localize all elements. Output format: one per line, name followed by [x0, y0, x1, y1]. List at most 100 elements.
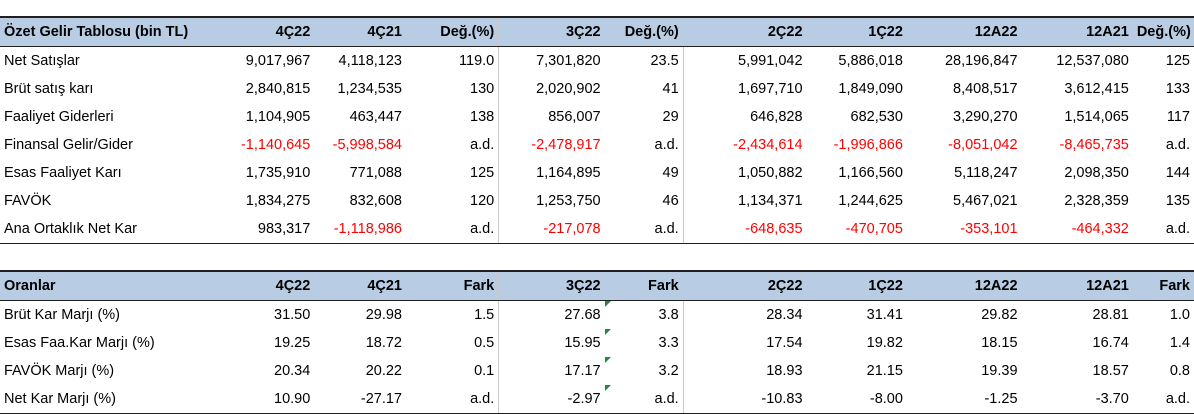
table-cell: -5,998,584 [332, 137, 402, 153]
summary-income-table: Özet Gelir Tablosu (bin TL) 4Ç22 4Ç21 De… [0, 16, 1194, 244]
column-header: 3Ç22 [498, 16, 605, 47]
column-header: Değ.(%) [405, 16, 500, 47]
row-label: Finansal Gelir/Gider [4, 137, 133, 153]
table-cell: 41 [604, 75, 684, 103]
table-row: Brüt satış karı 2,840,815 1,234,535 130 … [0, 75, 1194, 103]
table-cell: -353,101 [906, 215, 1022, 244]
column-header: Değ.(%) [604, 16, 684, 47]
row-label: Brüt Kar Marjı (%) [4, 307, 121, 323]
table-cell: 23.5 [604, 46, 684, 75]
table-cell: 18.57 [1092, 363, 1129, 379]
row-label: Brüt satış karı [4, 81, 94, 97]
table-cell: -217,078 [498, 215, 605, 244]
table-cell: 28.34 [766, 307, 803, 323]
table-cell: 1,164,895 [536, 165, 601, 181]
column-header: 1Ç22 [806, 270, 907, 301]
ratios-table: Oranlar 4Ç22 4Ç21 Fark 3Ç22 Fark 2Ç22 1Ç… [0, 270, 1194, 414]
table-cell: a.d. [604, 215, 684, 244]
table-cell: -2.97 [498, 385, 605, 414]
table-cell: 3.2 [604, 357, 684, 385]
table-cell: -648,635 [683, 215, 807, 244]
table-cell: 646,828 [750, 109, 803, 125]
table-cell: 144 [1165, 165, 1190, 181]
row-label: FAVÖK [4, 193, 52, 209]
table-header-row: Oranlar 4Ç22 4Ç21 Fark 3Ç22 Fark 2Ç22 1Ç… [0, 270, 1194, 301]
table-row: Esas Faa.Kar Marjı (%) 19.25 18.72 0.5 1… [0, 329, 1194, 357]
table-cell: 2,840,815 [245, 81, 311, 97]
table-cell: 27.68 [564, 307, 601, 323]
table-cell: -1,118,986 [314, 215, 406, 244]
column-header: Fark [405, 270, 500, 301]
table-cell: 2,328,359 [1064, 193, 1129, 209]
table-cell: 125 [1165, 53, 1190, 69]
table-cell: 2,020,902 [536, 81, 601, 97]
table-cell: 983,317 [207, 215, 315, 244]
column-header: 12A22 [906, 16, 1022, 47]
table-cell: 832,608 [349, 193, 402, 209]
column-header: 3Ç22 [498, 270, 605, 301]
table-cell: 15.95 [564, 335, 601, 351]
table-cell: -470,705 [806, 215, 907, 244]
table-cell: 1,514,065 [1064, 109, 1129, 125]
table-cell: 5,886,018 [838, 53, 903, 69]
table-cell: 771,088 [349, 165, 402, 181]
column-header: Fark [1132, 270, 1194, 301]
table-cell: 3,612,415 [1064, 81, 1129, 97]
table-cell: -1,996,866 [833, 137, 903, 153]
table-cell: 16.74 [1092, 335, 1129, 351]
table-row: Faaliyet Giderleri 1,104,905 463,447 138… [0, 103, 1194, 131]
table-cell: 3.3 [604, 329, 684, 357]
column-header: Değ.(%) [1132, 16, 1194, 47]
table-cell: 49 [604, 159, 684, 187]
table-cell: 17.54 [766, 335, 803, 351]
table-cell: 19.39 [981, 363, 1018, 379]
table-cell: 0.1 [405, 357, 500, 385]
table-cell: 1,134,371 [738, 193, 803, 209]
table-cell: 18.15 [981, 335, 1018, 351]
table-cell: -1,140,645 [240, 137, 311, 153]
table-row: FAVÖK Marjı (%) 20.34 20.22 0.1 17.17 3.… [0, 357, 1194, 385]
table-cell: 46 [604, 187, 684, 215]
table-row: Esas Faaliyet Karı 1,735,910 771,088 125… [0, 159, 1194, 187]
table-cell: 29.98 [365, 307, 402, 323]
table-cell: 18.93 [766, 363, 803, 379]
table-cell: -1.25 [906, 385, 1022, 414]
table-cell: a.d. [405, 131, 500, 159]
table-cell: 20.34 [274, 363, 311, 379]
table-cell: 10.90 [207, 385, 315, 414]
table-cell: 1,834,275 [245, 193, 311, 209]
table-cell: 29.82 [981, 307, 1018, 323]
table-cell: 3.8 [604, 300, 684, 329]
column-header: Özet Gelir Tablosu (bin TL) [0, 16, 208, 47]
table-cell: 125 [405, 159, 500, 187]
table-cell: -8,051,042 [948, 137, 1018, 153]
column-header: 4Ç21 [314, 270, 406, 301]
table-cell: 1,735,910 [245, 165, 311, 181]
table-cell: 130 [405, 75, 500, 103]
table-cell: 18.72 [365, 335, 402, 351]
column-header: 12A21 [1021, 270, 1133, 301]
table-cell: -3.70 [1021, 385, 1133, 414]
table-cell: 12,537,080 [1056, 53, 1129, 69]
table-cell: 29 [604, 103, 684, 131]
table-cell: 5,991,042 [738, 53, 803, 69]
column-header: Fark [604, 270, 684, 301]
table-cell: 9,017,967 [245, 53, 311, 69]
table-cell: 1,697,710 [738, 81, 803, 97]
table-header-row: Özet Gelir Tablosu (bin TL) 4Ç22 4Ç21 De… [0, 16, 1194, 47]
table-cell: 1,166,560 [838, 165, 903, 181]
table-cell: 138 [405, 103, 500, 131]
table-cell: 117 [1166, 109, 1190, 125]
table-row: Finansal Gelir/Gider -1,140,645 -5,998,5… [0, 131, 1194, 159]
table-cell: 1,104,905 [245, 109, 311, 125]
table-cell: -8.00 [806, 385, 907, 414]
table-cell: 1,050,882 [738, 165, 803, 181]
table-cell: 1.4 [1169, 335, 1190, 351]
table-cell: 1.5 [405, 300, 500, 329]
table-cell: a.d. [1132, 385, 1194, 414]
table-cell: 19.25 [274, 335, 311, 351]
table-cell: 21.15 [866, 363, 903, 379]
table-cell: 463,447 [349, 109, 402, 125]
row-label: Ana Ortaklık Net Kar [0, 215, 208, 244]
table-cell: 19.82 [866, 335, 903, 351]
